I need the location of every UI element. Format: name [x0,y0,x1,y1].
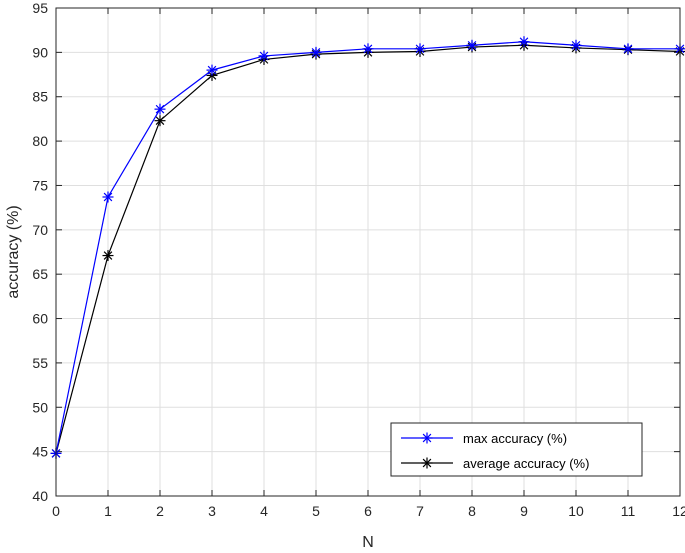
plot-area-border [55,7,681,497]
data-point-marker [570,39,582,51]
data-point-marker [414,43,426,55]
legend-label: max accuracy (%) [463,431,567,446]
data-point-marker [622,43,634,55]
x-tick-label: 7 [416,503,424,519]
x-tick-label: 1 [104,503,112,519]
x-axis-label: N [362,534,374,551]
legend-box [390,422,643,477]
legend: max accuracy (%) average accuracy (%) [390,422,643,477]
y-tick-label: 60 [32,311,48,327]
x-tick-label: 12 [672,503,685,519]
y-tick-label: 95 [32,0,48,16]
x-tick-label: 5 [312,503,320,519]
y-tick-label: 45 [32,444,48,460]
x-tick-label: 2 [156,503,164,519]
data-point-marker [466,39,478,51]
x-tick-label: 4 [260,503,268,519]
legend-swatch-marker [421,457,433,469]
legend-entry: max accuracy (%) [401,431,567,446]
data-point-marker [154,115,166,127]
legend-label: average accuracy (%) [463,456,589,471]
x-tick-label: 8 [468,503,476,519]
data-point-marker [362,43,374,55]
data-point-marker [154,103,166,115]
legend-swatch-marker [421,432,433,444]
y-tick-label: 80 [32,133,48,149]
x-tick-label: 0 [52,503,60,519]
y-tick-label: 50 [32,399,48,415]
x-tick-label: 9 [520,503,528,519]
y-tick-label: 65 [32,266,48,282]
y-tick-label: 40 [32,488,48,504]
legend-entry: average accuracy (%) [401,456,589,471]
data-point-marker [310,46,322,58]
y-tick-label: 90 [32,44,48,60]
data-point-marker [102,250,114,262]
x-tick-label: 11 [621,503,636,519]
x-tick-label: 6 [364,503,372,519]
data-point-marker [102,191,114,203]
series-max-accuracy [50,36,685,459]
x-tick-label: 10 [568,503,584,519]
x-tick-label: 3 [208,503,216,519]
y-tick-label: 55 [32,355,48,371]
y-tick-label: 85 [32,89,48,105]
y-tick-label: 75 [32,177,48,193]
series-layer [50,36,685,459]
y-tick-label: 70 [32,222,48,238]
data-point-marker [206,64,218,76]
data-point-marker [518,36,530,48]
y-axis-label: accuracy (%) [5,205,22,298]
grid-lines [55,7,681,497]
data-point-marker [258,50,270,62]
